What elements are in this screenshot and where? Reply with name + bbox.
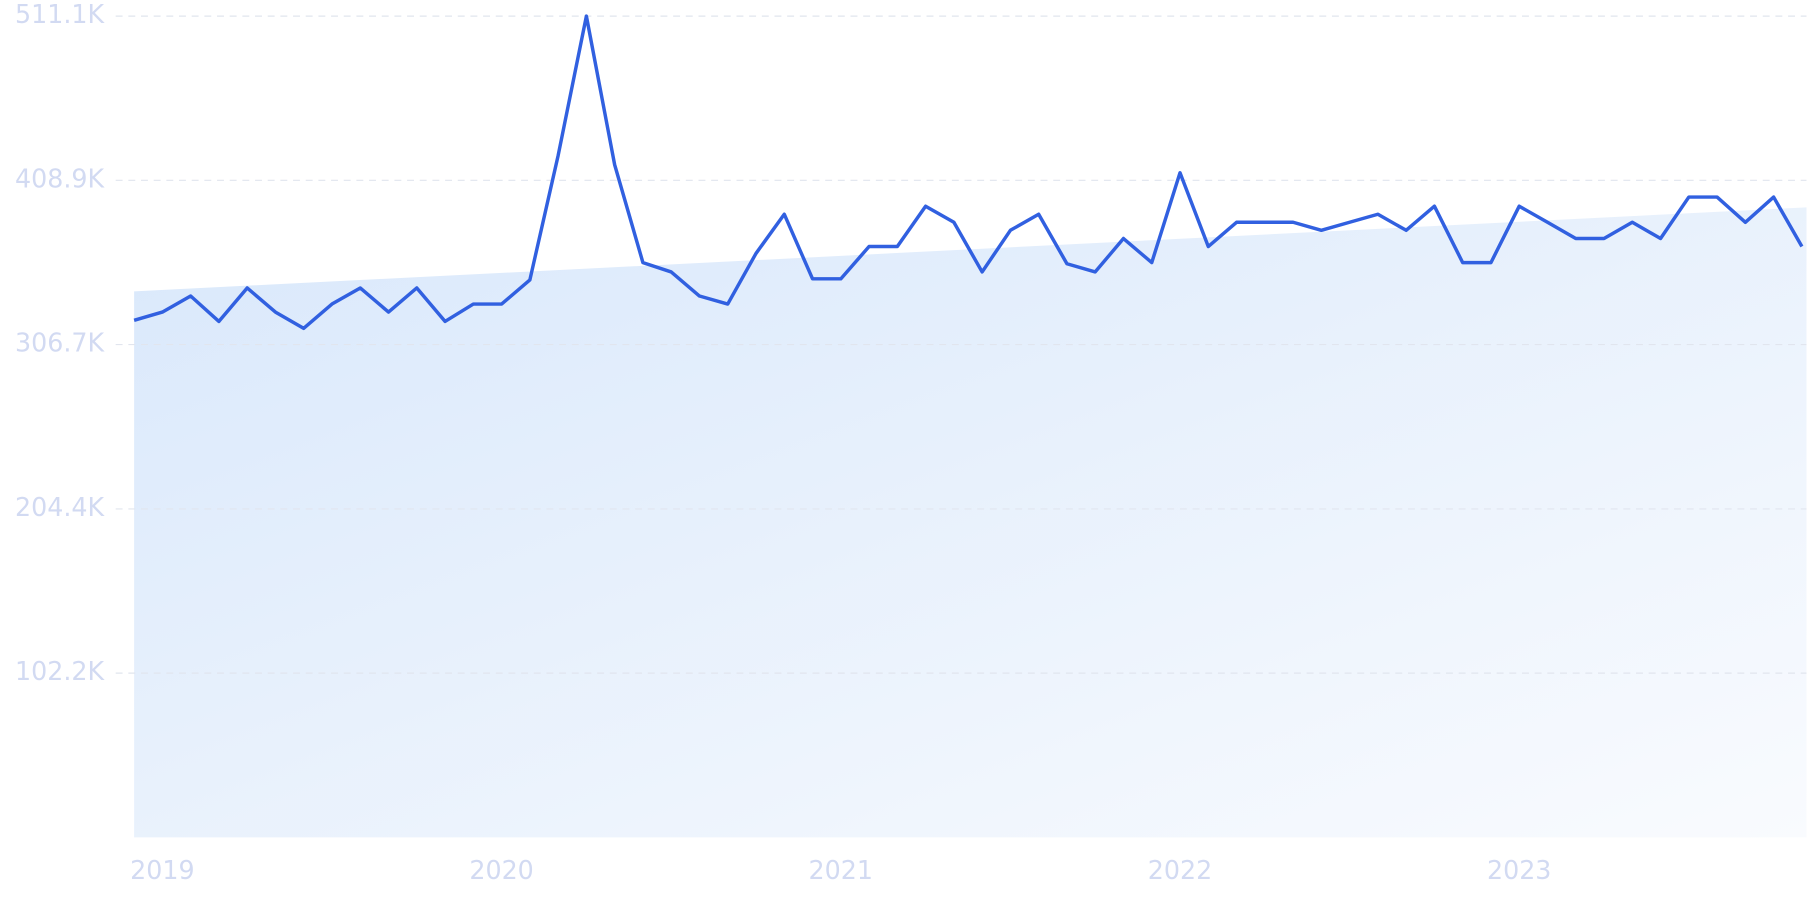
x-tick-label: 2020 [469, 855, 533, 885]
trend-area [134, 207, 1807, 838]
y-tick-label: 204.4K [15, 492, 106, 522]
x-tick-label: 2021 [809, 855, 873, 885]
y-tick-label: 102.2K [15, 656, 106, 686]
x-tick-label: 2022 [1148, 855, 1212, 885]
y-tick-label: 511.1K [15, 0, 106, 29]
y-tick-label: 408.9K [15, 163, 106, 193]
data-line [133, 14, 1804, 331]
y-tick-label: 306.7K [15, 328, 106, 358]
x-tick-label: 2019 [130, 855, 194, 885]
x-tick-label: 2023 [1487, 855, 1551, 885]
